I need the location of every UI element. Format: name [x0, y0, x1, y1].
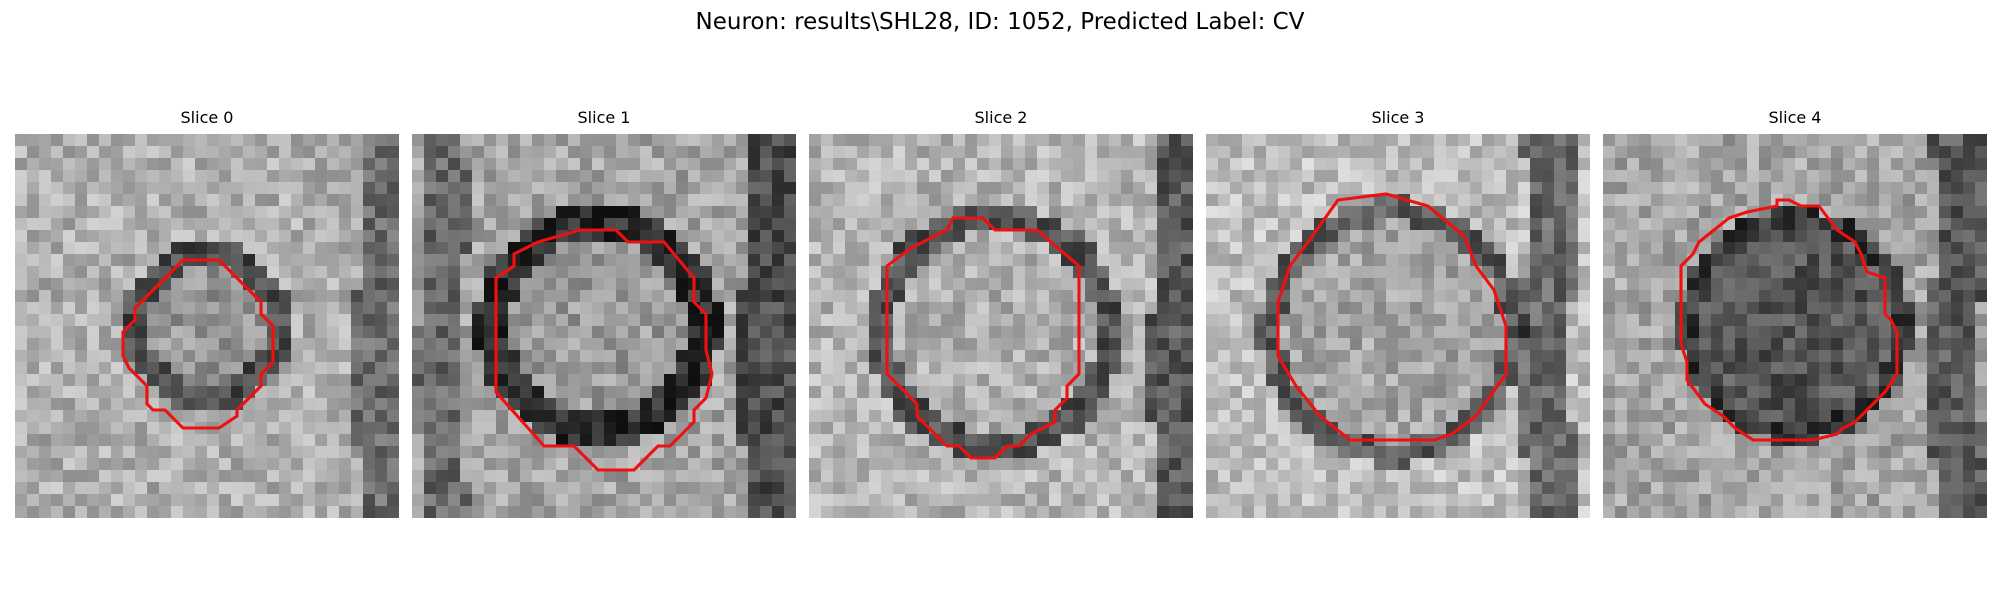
slice-title: Slice 0 [180, 108, 234, 127]
grayscale-tile [1206, 134, 1590, 518]
slice-title: Slice 1 [577, 108, 631, 127]
segmentation-contour [1679, 198, 1899, 442]
grayscale-tile [1603, 134, 1987, 518]
slice-title: Slice 2 [974, 108, 1028, 127]
slice-title: Slice 3 [1371, 108, 1425, 127]
grayscale-tile [15, 134, 399, 518]
segmentation-contour [885, 216, 1081, 460]
slice-image [1603, 134, 1987, 518]
slice-panel: Slice 2 [809, 108, 1193, 520]
grayscale-tile [412, 134, 796, 518]
slice-image [809, 134, 1193, 518]
slice-panel: Slice 3 [1206, 108, 1590, 520]
slice-image [412, 134, 796, 518]
segmentation-contour [1276, 192, 1508, 442]
slice-image [1206, 134, 1590, 518]
slice-panel: Slice 4 [1603, 108, 1987, 520]
grayscale-tile [809, 134, 1193, 518]
slice-panel: Slice 0 [15, 108, 399, 520]
segmentation-contour [121, 258, 275, 430]
slice-image [15, 134, 399, 518]
slice-title: Slice 4 [1768, 108, 1822, 127]
segmentation-contour [494, 228, 714, 472]
slice-panel: Slice 1 [412, 108, 796, 520]
figure-title: Neuron: results\SHL28, ID: 1052, Predict… [695, 9, 1305, 35]
